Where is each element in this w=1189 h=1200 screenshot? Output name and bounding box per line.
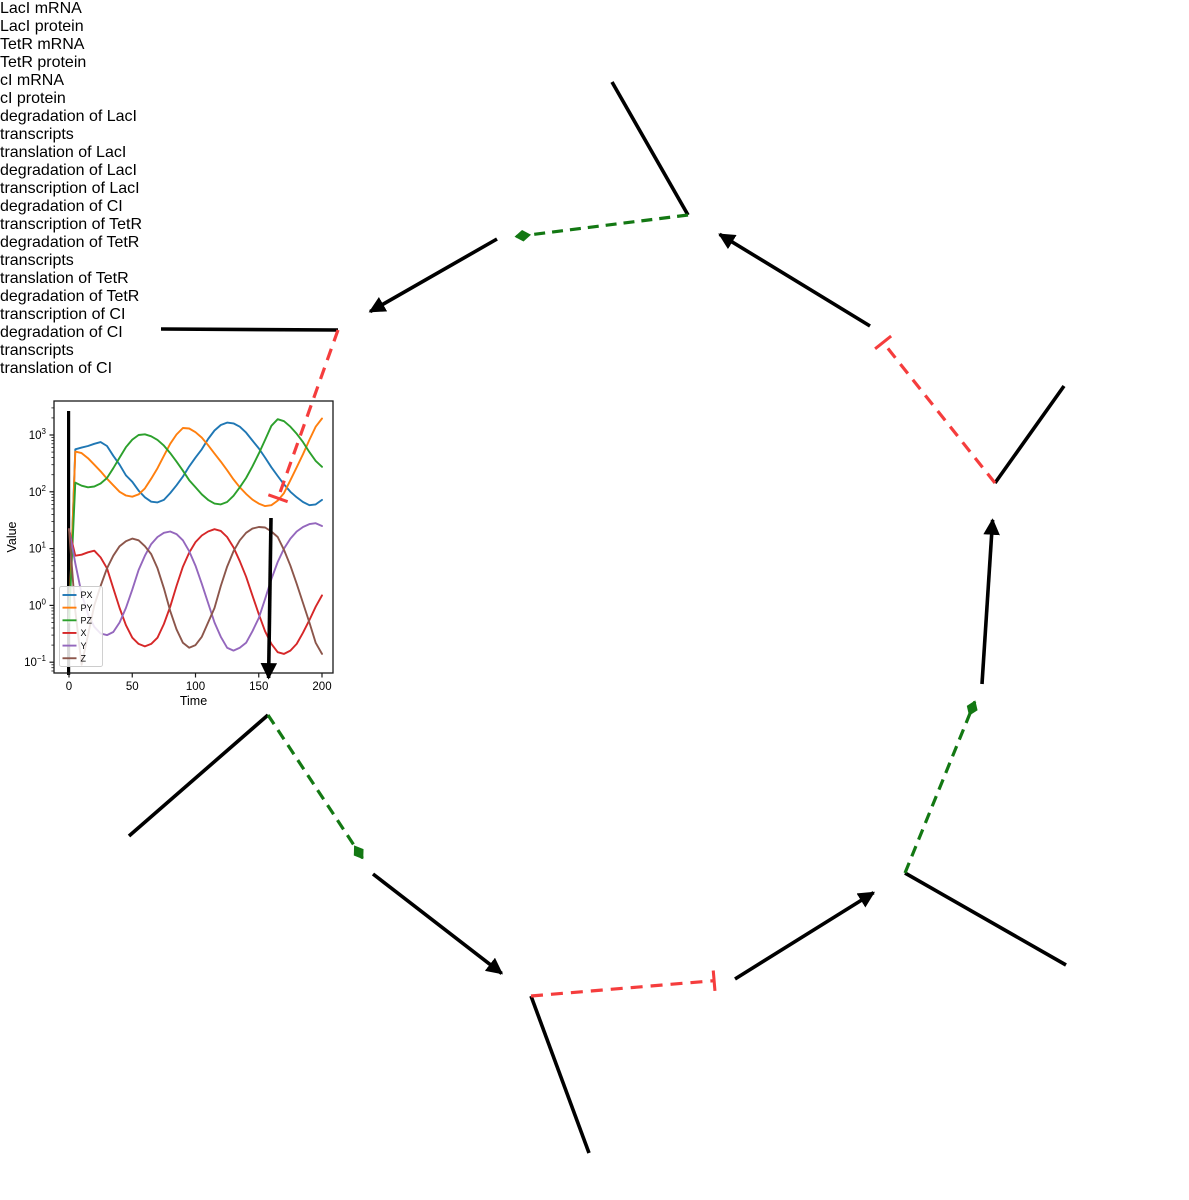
- legend-label-Y: Y: [81, 641, 87, 651]
- edge-production-transcription-laci-to-laci-mrna: [718, 232, 871, 328]
- x-tick-label: 50: [126, 681, 139, 693]
- plot-series-Y: [68, 522, 323, 652]
- edge-consumption-tetr-protein-to-degradation-tetr: [529, 995, 591, 1154]
- reaction-label-translation-ci: translation of CI: [0, 360, 1189, 378]
- species-node-laci-mrna[interactable]: [688, 215, 741, 268]
- edge-consumption-laci-mrna-to-degradation-laci-transcripts: [610, 81, 690, 216]
- species-node-laci-protein[interactable]: [338, 330, 391, 383]
- reaction-label-line: degradation of CI: [0, 198, 123, 215]
- reaction-label-line: degradation of LacI: [0, 108, 137, 125]
- reaction-label-line: transcripts: [0, 252, 74, 269]
- legend-label-PY: PY: [81, 603, 93, 613]
- edge-production-transcription-tetr-to-tetr-mrna: [260, 517, 278, 680]
- edge-production-transcription-ci-to-ci-mrna: [734, 891, 876, 981]
- legend-label-X: X: [81, 628, 87, 638]
- plot-series-Z: [68, 526, 323, 666]
- species-node-tetr-mrna[interactable]: [268, 715, 321, 768]
- reaction-label-transcription-tetr: transcription of TetR: [0, 216, 1189, 234]
- plot-spines: [53, 400, 334, 674]
- edge-production-translation-laci-to-laci-protein: [368, 237, 498, 314]
- y-tick-label: 101: [29, 541, 47, 556]
- reaction-label-line: transcription of CI: [0, 306, 126, 323]
- reaction-label-line: degradation of TetR: [0, 288, 140, 305]
- legend-label-PX: PX: [81, 590, 93, 600]
- species-label-tetr-mrna: TetR mRNA: [0, 36, 85, 53]
- reaction-label-degradation-laci: degradation of LacI: [0, 162, 1189, 180]
- species-node-ci-protein[interactable]: [995, 483, 1048, 536]
- reaction-label-translation-tetr: translation of TetR: [0, 270, 1189, 288]
- reaction-label-line: translation of LacI: [0, 144, 127, 161]
- edge-consumption-ci-protein-to-degradation-ci: [993, 384, 1066, 485]
- edge-modifier-tetr-mrna-to-translation-tetr: [266, 714, 364, 860]
- species-label-ci-protein: cI protein: [0, 90, 66, 107]
- legend-label-Z: Z: [81, 653, 87, 663]
- reaction-label-line: translation of CI: [0, 360, 113, 377]
- reaction-label-degradation-tetr: degradation of TetR: [0, 288, 1189, 306]
- reaction-label-degradation-ci-transcripts: degradation of CI transcripts: [0, 324, 1189, 360]
- x-tick-label: 150: [249, 681, 268, 693]
- edge-inhibition-tetr-protein-to-transcription-ci: [530, 970, 717, 998]
- species-node-ci-mrna[interactable]: [905, 873, 958, 926]
- reaction-label-translation-laci: translation of LacI: [0, 144, 1189, 162]
- plot-series-PX: [68, 421, 323, 624]
- x-tick-label: 100: [186, 681, 205, 693]
- reaction-label-line: transcripts: [0, 126, 74, 143]
- species-node-tetr-protein[interactable]: [531, 996, 584, 1049]
- reaction-label-transcription-laci: transcription of LacI: [0, 180, 1189, 198]
- x-tick-label: 0: [66, 681, 72, 693]
- y-tick-label: 103: [29, 427, 47, 442]
- species-label-laci-mrna: LacI mRNA: [0, 0, 82, 17]
- reaction-label-line: degradation of LacI: [0, 162, 137, 179]
- edge-inhibition-laci-protein-to-transcription-tetr: [267, 329, 340, 504]
- edge-production-translation-tetr-to-tetr-protein: [371, 872, 504, 975]
- edge-inhibition-ci-protein-to-transcription-laci: [874, 334, 997, 484]
- species-label-tetr-protein: TetR protein: [0, 54, 87, 71]
- reaction-label-line: transcription of TetR: [0, 216, 142, 233]
- reaction-label-line: degradation of CI: [0, 324, 123, 341]
- reaction-label-line: transcription of LacI: [0, 180, 140, 197]
- x-tick-label: 200: [312, 681, 331, 693]
- edge-consumption-laci-protein-to-degradation-laci: [160, 327, 339, 332]
- reaction-label-line: degradation of TetR: [0, 234, 140, 251]
- plot-series-PZ: [68, 418, 323, 624]
- reaction-label-line: transcripts: [0, 342, 74, 359]
- y-tick-label: 10−1: [24, 654, 46, 669]
- y-tick-label: 102: [29, 484, 47, 499]
- edge-consumption-tetr-mrna-to-degradation-tetr-transcripts: [127, 713, 270, 838]
- reaction-label-degradation-tetr-transcripts: degradation of TetR transcripts: [0, 234, 1189, 270]
- edge-modifier-ci-mrna-to-translation-ci: [903, 700, 978, 874]
- reaction-label-degradation-ci: degradation of CI: [0, 198, 1189, 216]
- labels-layer: LacI mRNA LacI protein TetR mRNA TetR prote…: [0, 0, 1189, 378]
- reaction-label-line: translation of TetR: [0, 270, 129, 287]
- time-series-plot: 0 50 100 150 200 10−1 100 101 102 103 Time Value PX P…: [0, 378, 360, 723]
- plot-series-X: [68, 528, 323, 655]
- edge-consumption-ci-mrna-to-degradation-ci-transcripts: [904, 871, 1067, 967]
- edge-production-translation-ci-to-ci-protein: [980, 518, 1000, 685]
- species-label-laci-protein: LacI protein: [0, 18, 84, 35]
- plot-xlabel: Time: [180, 694, 207, 708]
- y-tick-label: 100: [29, 597, 47, 612]
- legend-label-PZ: PZ: [81, 616, 93, 626]
- plot-ylabel: Value: [5, 521, 19, 552]
- edge-modifier-laci-mrna-to-translation-laci: [514, 213, 689, 242]
- species-label-ci-mrna: cI mRNA: [0, 72, 64, 89]
- reaction-label-transcription-ci: transcription of CI: [0, 306, 1189, 324]
- reaction-label-degradation-laci-transcripts: degradation of LacI transcripts: [0, 108, 1189, 144]
